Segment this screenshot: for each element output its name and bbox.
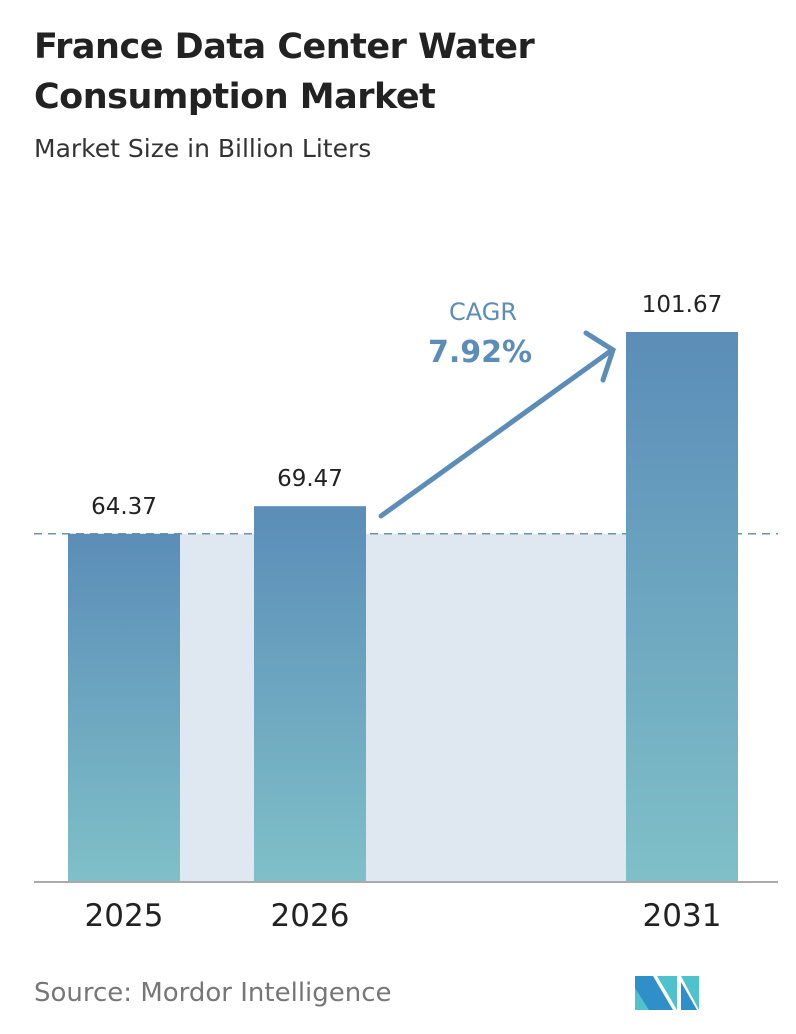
category-label: 2025 [85,898,164,934]
cagr-label: CAGR [449,298,517,326]
bar-2026 [254,506,366,882]
shaded-region [180,533,626,882]
source-text: Source: Mordor Intelligence [34,978,392,1008]
chart-subtitle: Market Size in Billion Liters [34,134,372,163]
category-label: 2026 [271,898,350,934]
mordor-logo [635,976,699,1010]
cagr-value: 7.92% [428,335,532,370]
bar-2031 [626,332,738,882]
category-label: 2031 [643,898,722,934]
bar-2025 [68,533,180,882]
value-label: 101.67 [642,292,722,318]
value-label: 64.37 [91,494,157,520]
cagr-arrow [378,330,616,519]
value-label: 69.47 [277,466,343,492]
chart-title: France Data Center Water Consumption Mar… [34,27,535,117]
